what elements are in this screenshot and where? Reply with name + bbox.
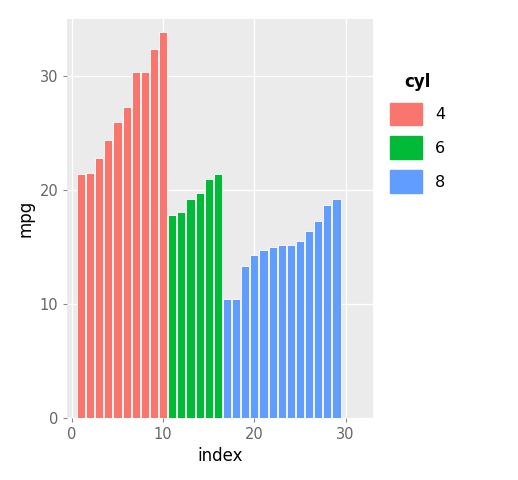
Bar bbox=[113, 121, 122, 418]
Bar bbox=[305, 231, 313, 418]
Bar bbox=[278, 245, 286, 418]
Bar bbox=[296, 241, 304, 418]
Bar bbox=[77, 174, 85, 418]
Bar bbox=[241, 266, 249, 418]
Bar bbox=[250, 255, 258, 418]
Bar bbox=[141, 72, 149, 418]
Bar bbox=[168, 215, 176, 418]
Bar bbox=[186, 199, 195, 418]
Bar bbox=[323, 205, 332, 418]
Y-axis label: mpg: mpg bbox=[16, 200, 34, 237]
Bar bbox=[177, 212, 185, 418]
Bar bbox=[123, 107, 131, 418]
X-axis label: index: index bbox=[197, 447, 243, 465]
Bar bbox=[205, 179, 213, 418]
Bar bbox=[223, 299, 231, 418]
Bar bbox=[214, 174, 222, 418]
Legend: 4, 6, 8: 4, 6, 8 bbox=[384, 67, 452, 199]
Bar bbox=[104, 140, 112, 418]
Bar bbox=[333, 199, 340, 418]
Bar bbox=[260, 250, 268, 418]
Bar bbox=[150, 49, 158, 418]
Bar bbox=[195, 193, 204, 418]
Bar bbox=[95, 158, 104, 418]
Bar bbox=[132, 72, 140, 418]
Bar bbox=[86, 173, 94, 418]
Bar bbox=[159, 32, 167, 418]
Bar bbox=[232, 299, 240, 418]
Bar bbox=[314, 221, 322, 418]
Bar bbox=[268, 247, 277, 418]
Bar bbox=[287, 245, 295, 418]
